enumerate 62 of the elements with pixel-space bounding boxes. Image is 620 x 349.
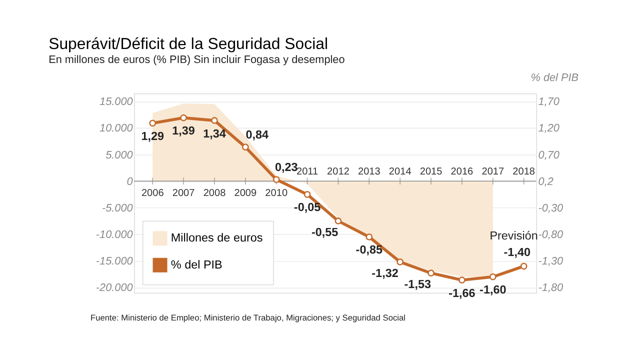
data-label: 0,23 (275, 161, 298, 174)
x-tick-label: 2017 (482, 166, 504, 178)
x-tick-label: 2018 (512, 166, 536, 178)
data-label: 0,84 (246, 128, 270, 142)
point (396, 258, 404, 266)
y2-tick-label: 0,70 (538, 149, 560, 162)
data-label: -1,40 (504, 246, 531, 260)
x-tick-label: 2009 (234, 188, 258, 200)
legend-label: % del PIB (170, 258, 223, 272)
x-tick-label: 2011 (296, 166, 319, 178)
y2-tick-label: 1,20 (538, 122, 560, 135)
point (428, 270, 434, 277)
point (149, 120, 156, 127)
point (489, 273, 496, 280)
data-label: 1,39 (172, 124, 196, 138)
chart-subtitle: En millones de euros (% PIB) Sin incluir Fogasa y desempleo (48, 54, 345, 66)
y-tick-label: 10.000 (100, 122, 133, 135)
x-tick-label: 2007 (172, 188, 196, 200)
point (366, 234, 373, 240)
x-tick-label: 2015 (420, 166, 443, 178)
y-tick-label: -15.000 (96, 256, 133, 268)
x-tick-label: 2014 (388, 166, 412, 178)
y-tick-label: -10.000 (96, 229, 133, 242)
point (304, 190, 311, 198)
point (272, 176, 280, 183)
data-label: -1,32 (372, 267, 399, 280)
data-label: -1,66 (448, 286, 476, 300)
x-tick-label: 2006 (141, 188, 164, 200)
y2-tick-label: -0,30 (538, 202, 564, 214)
data-label: -1,53 (404, 278, 432, 292)
x-tick-label: 2008 (203, 188, 226, 200)
source-note: Fuente: Ministerio de Empleo; Ministerio de Trabajo, Migraciones; y Seguridad Social (90, 312, 406, 322)
y2-tick-label: -1,30 (538, 256, 564, 268)
x-tick-label: 2016 (450, 166, 474, 178)
annotation: Previsión (490, 229, 538, 242)
point (520, 262, 528, 270)
chart-title: Superávit/Déficit de la Seguridad Social (48, 36, 328, 53)
y-tick-label: -5.000 (102, 202, 133, 214)
y2-tick-label: -1,80 (538, 282, 564, 294)
x-tick-label: 2012 (327, 166, 350, 178)
y-tick-label: 5.000 (106, 149, 133, 162)
point (180, 114, 187, 122)
y2-tick-label: 0,2 (538, 176, 554, 188)
y2-tick-label: 1,70 (538, 96, 560, 108)
point (211, 117, 218, 124)
x-tick-label: 2010 (265, 188, 288, 200)
point (334, 218, 342, 224)
data-label: -0,55 (311, 226, 339, 240)
y2-axis-title: % del PIB (530, 72, 579, 84)
point (242, 144, 249, 151)
y-tick-label: -20.000 (96, 282, 133, 294)
data-label: -1,60 (480, 284, 507, 297)
data-label: 1,29 (141, 130, 164, 143)
data-label: -0,05 (294, 201, 322, 214)
data-label: 1,34 (203, 127, 226, 140)
y2-tick-label: -0,80 (538, 229, 564, 242)
y-tick-label: 15.000 (100, 96, 133, 108)
legend-label: Millones de euros (170, 232, 263, 245)
x-tick-label: 2013 (358, 166, 381, 178)
data-label: -0,85 (356, 244, 383, 257)
y-tick-label: 0 (126, 176, 133, 188)
point (458, 276, 466, 284)
